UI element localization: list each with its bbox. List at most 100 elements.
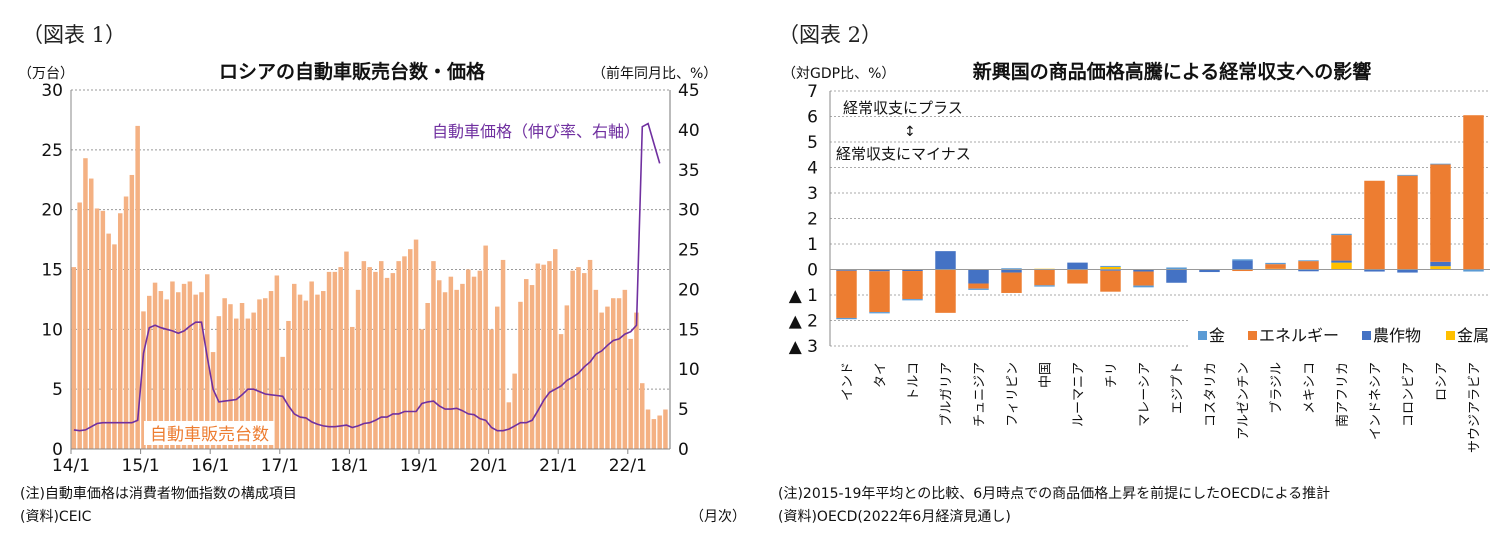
sales-bar xyxy=(344,251,349,449)
sales-bar xyxy=(94,208,100,449)
sales-bar xyxy=(512,373,517,449)
category-label: ロシア xyxy=(1435,362,1450,401)
annotation-minus: 経常収支にマイナス xyxy=(836,145,971,163)
sales-bar xyxy=(350,326,355,449)
category-label: 中国 xyxy=(1039,362,1054,388)
stacked-segment-農作物 xyxy=(1331,260,1352,263)
sales-bar xyxy=(657,415,662,449)
category-label: 南アフリカ xyxy=(1335,362,1351,427)
left-tick-label: 25 xyxy=(41,141,63,161)
stacked-segment-金属 xyxy=(1430,266,1451,270)
left-tick-label: 30 xyxy=(41,81,63,101)
category-label: メキシコ xyxy=(1303,362,1318,414)
sales-bar xyxy=(379,261,384,449)
sales-bar xyxy=(292,283,297,449)
y-tick-label: 4 xyxy=(807,159,818,179)
sales-bar xyxy=(147,295,152,449)
sales-bar xyxy=(257,299,262,449)
stacked-segment-農作物 xyxy=(1133,269,1154,272)
sales-bar xyxy=(645,409,651,449)
sales-bar xyxy=(402,256,407,449)
left-tick-label: 0 xyxy=(52,440,63,460)
x-tick-label: 18/1 xyxy=(330,456,368,476)
sales-bar xyxy=(71,267,77,449)
sales-bar xyxy=(210,352,216,449)
stacked-segment-エネルギー xyxy=(1001,272,1022,293)
stacked-segment-金 xyxy=(968,288,989,290)
stacked-segment-金 xyxy=(1265,262,1286,265)
stacked-segment-エネルギー xyxy=(1331,235,1352,261)
stacked-segment-エネルギー xyxy=(1397,175,1418,270)
figure2-label: （図表 2） xyxy=(778,23,882,47)
sales-bar xyxy=(442,292,448,449)
sales-bar xyxy=(118,213,123,449)
stacked-segment-エネルギー xyxy=(836,270,857,318)
sales-bar xyxy=(622,289,628,449)
sales-bar xyxy=(303,300,309,449)
figure1-plot: 0 5 10 15 20 25 30 0 5 10 15 20 25 30 35 40 45 14/1 15/1 16… xyxy=(41,81,699,476)
right-tick-label: 20 xyxy=(678,280,700,300)
category-label: サウジアラビア xyxy=(1468,362,1483,453)
stacked-segment-農作物 xyxy=(902,269,923,272)
sales-bar xyxy=(112,244,117,449)
stacked-segment-エネルギー xyxy=(1463,115,1484,270)
sales-bar xyxy=(321,291,326,449)
sales-bar xyxy=(593,289,599,449)
figure1-period: （月次） xyxy=(690,509,746,525)
sales-bar xyxy=(634,312,639,449)
figure1-label: （図表 1） xyxy=(22,23,126,47)
sales-bar xyxy=(529,285,535,449)
left-tick-label: 20 xyxy=(41,201,63,221)
sales-bar xyxy=(123,196,129,449)
figure1-title: ロシアの自動車販売台数・価格 xyxy=(219,60,486,83)
sales-bar xyxy=(100,210,106,449)
stacked-segment-金 xyxy=(902,299,923,301)
category-label: ブルガリア xyxy=(939,362,955,427)
stacked-segment-エネルギー xyxy=(1100,270,1121,292)
stacked-segment-農作物 xyxy=(836,269,857,271)
sales-bar xyxy=(483,245,488,449)
sales-bar xyxy=(558,334,564,449)
figure1-left-unit: （万台） xyxy=(18,66,74,82)
legend-swatch xyxy=(1446,331,1455,340)
stacked-segment-農作物 xyxy=(1067,262,1088,270)
sales-bar xyxy=(587,259,593,449)
sales-bar xyxy=(437,280,442,449)
sales-bar xyxy=(471,276,477,449)
legend-swatch xyxy=(1198,331,1207,340)
sales-bar xyxy=(576,267,581,449)
sales-bar xyxy=(373,271,378,449)
sales-bar xyxy=(448,276,454,449)
right-tick-label: 5 xyxy=(678,400,689,420)
sales-bar xyxy=(297,294,303,449)
y-tick-label: ▲ 3 xyxy=(789,337,818,357)
stacked-segment-金 xyxy=(1298,260,1319,262)
category-label: コロンビア xyxy=(1402,362,1417,427)
sales-bar xyxy=(332,271,338,449)
figure1-note: (注)自動車価格は消費者物価指数の構成項目 xyxy=(20,485,297,502)
stacked-segment-金 xyxy=(1397,174,1418,176)
sales-bar xyxy=(205,274,210,449)
sales-bar xyxy=(570,270,575,449)
stacked-segment-エネルギー xyxy=(1034,269,1055,286)
stacked-segment-金属 xyxy=(1100,266,1121,270)
legend-label: 金 xyxy=(1209,326,1225,345)
sales-bar xyxy=(199,292,204,449)
sales-bar xyxy=(228,304,233,449)
sales-bar xyxy=(466,269,471,449)
category-label: アルゼンチン xyxy=(1237,362,1252,440)
sales-bar xyxy=(135,125,140,450)
stacked-segment-金 xyxy=(836,317,857,320)
legend-label: エネルギー xyxy=(1259,326,1339,345)
stacked-segment-エネルギー xyxy=(1133,271,1154,286)
figure1-source: (資料)CEIC xyxy=(20,509,92,525)
stacked-segment-金 xyxy=(1166,267,1187,270)
sales-bar xyxy=(245,318,251,449)
y-tick-label: 2 xyxy=(807,210,818,230)
sales-bar xyxy=(425,303,430,449)
stacked-segment-農作物 xyxy=(935,251,956,270)
category-label: エジプト xyxy=(1171,362,1186,414)
sales-bar xyxy=(518,301,523,449)
sales-bar xyxy=(234,318,239,449)
